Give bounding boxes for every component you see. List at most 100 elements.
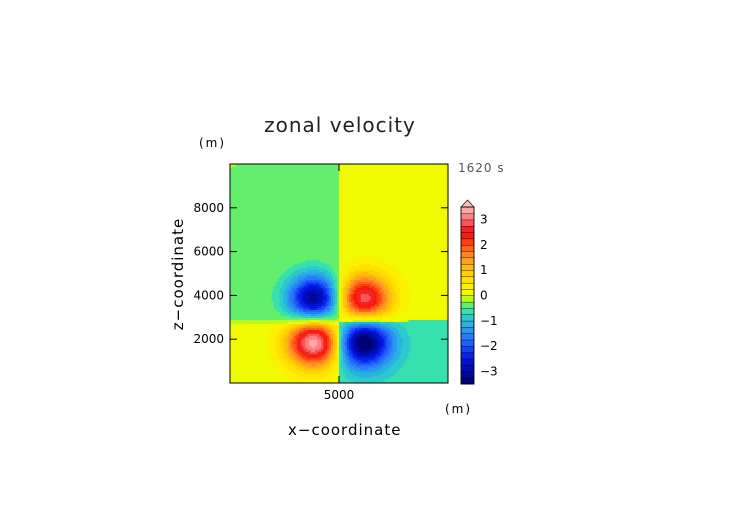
field-cell xyxy=(340,353,344,356)
field-cell xyxy=(394,381,398,383)
field-cell xyxy=(241,339,245,342)
field-cell xyxy=(241,381,245,383)
field-cell xyxy=(241,293,245,296)
field-cell xyxy=(303,337,306,340)
field-cell xyxy=(235,365,239,368)
field-cell xyxy=(430,303,433,306)
field-cell xyxy=(366,327,370,330)
field-cell xyxy=(438,341,441,344)
field-cell xyxy=(440,311,443,314)
field-cell xyxy=(444,311,447,314)
field-cell xyxy=(394,305,398,308)
field-cell xyxy=(315,381,318,383)
field-cell xyxy=(307,353,310,356)
field-cell xyxy=(337,349,340,352)
field-cell xyxy=(406,361,409,364)
field-cell xyxy=(400,363,404,366)
field-cell xyxy=(354,323,358,326)
field-cell xyxy=(386,301,390,304)
field-cell xyxy=(396,357,400,360)
field-cell xyxy=(404,361,407,364)
field-cell xyxy=(321,369,324,372)
field-cell xyxy=(315,311,318,314)
field-cell xyxy=(388,297,392,300)
field-cell xyxy=(333,337,336,340)
field-cell xyxy=(299,377,302,380)
field-cell xyxy=(313,335,316,338)
field-cell xyxy=(372,351,376,354)
field-cell xyxy=(410,349,413,352)
field-cell xyxy=(317,365,320,368)
field-cell xyxy=(374,345,378,348)
field-cell xyxy=(442,333,445,336)
field-cell xyxy=(253,375,257,378)
field-cell xyxy=(289,347,293,350)
field-cell xyxy=(386,299,390,302)
field-cell xyxy=(285,355,289,358)
field-cell xyxy=(434,359,437,362)
field-cell xyxy=(263,329,267,332)
field-cell xyxy=(237,325,241,328)
field-cell xyxy=(340,343,344,346)
field-cell xyxy=(398,299,402,302)
field-cell xyxy=(446,373,448,376)
field-cell xyxy=(233,299,237,302)
field-cell xyxy=(344,323,348,326)
field-cell xyxy=(356,313,360,316)
field-cell xyxy=(344,375,348,378)
field-cell xyxy=(281,297,285,300)
field-cell xyxy=(408,351,411,354)
field-cell xyxy=(307,311,310,314)
field-cell xyxy=(251,341,255,344)
field-cell xyxy=(432,301,435,304)
field-cell xyxy=(273,381,277,383)
field-cell xyxy=(335,295,338,298)
field-cell xyxy=(235,375,239,378)
field-cell xyxy=(297,375,300,378)
field-cell xyxy=(315,337,318,340)
field-cell xyxy=(398,319,402,322)
field-cell xyxy=(342,297,346,300)
field-cell xyxy=(352,363,356,366)
field-cell xyxy=(331,299,334,302)
field-cell xyxy=(432,327,435,330)
field-cell xyxy=(366,293,370,296)
field-cell xyxy=(440,319,443,322)
field-cell xyxy=(356,321,360,324)
field-cell xyxy=(426,293,429,296)
field-cell xyxy=(237,301,241,304)
field-cell xyxy=(297,297,300,300)
field-cell xyxy=(418,373,421,376)
field-cell xyxy=(239,347,243,350)
field-cell xyxy=(309,357,312,360)
field-cell xyxy=(440,353,443,356)
field-cell xyxy=(259,297,263,300)
field-cell xyxy=(321,371,324,374)
field-cell xyxy=(364,319,368,322)
field-cell xyxy=(235,355,239,358)
field-cell xyxy=(382,321,386,324)
field-cell xyxy=(404,357,407,360)
field-cell xyxy=(297,347,300,350)
field-cell xyxy=(313,319,316,322)
field-cell xyxy=(364,297,368,300)
field-cell xyxy=(412,369,415,372)
field-cell xyxy=(285,327,289,330)
field-cell xyxy=(398,351,402,354)
field-cell xyxy=(348,317,352,320)
field-cell xyxy=(342,337,346,340)
field-cell xyxy=(329,353,332,356)
field-cell xyxy=(245,295,249,298)
field-cell xyxy=(337,361,340,364)
field-cell xyxy=(309,291,312,295)
field-cell xyxy=(239,353,243,356)
field-cell xyxy=(271,307,275,310)
field-cell xyxy=(301,347,304,350)
field-cell xyxy=(434,379,437,382)
field-cell xyxy=(362,313,366,316)
field-cell xyxy=(426,345,429,348)
field-cell xyxy=(394,379,398,382)
field-cell xyxy=(245,365,249,368)
field-cell xyxy=(313,295,316,298)
field-cell xyxy=(392,375,396,378)
